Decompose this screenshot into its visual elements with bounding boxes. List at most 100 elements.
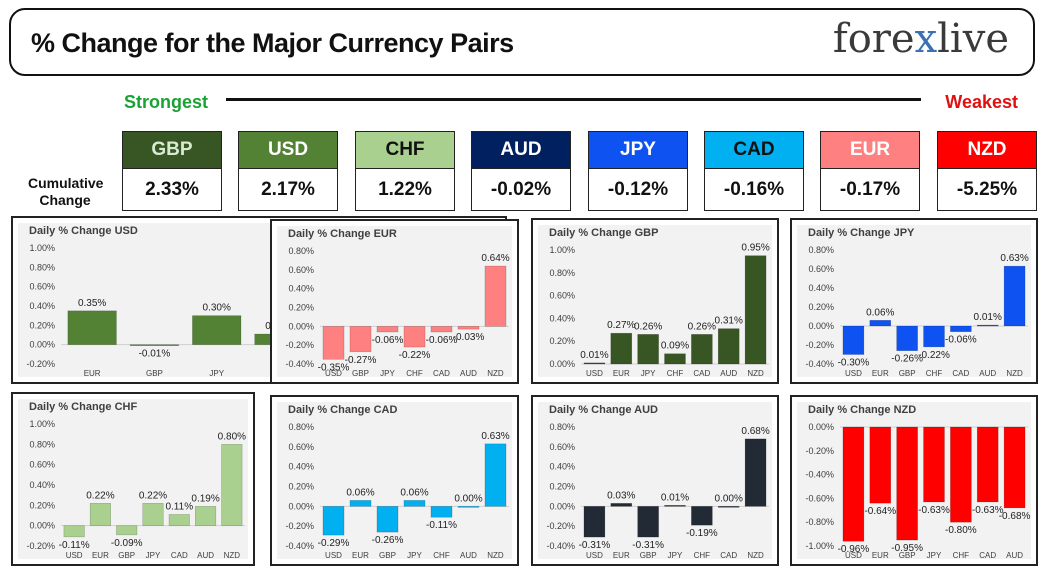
chart-title: Daily % Change CHF (29, 401, 138, 413)
category-label: CAD (433, 369, 450, 378)
bar-usd (842, 325, 865, 355)
category-label: JPY (927, 551, 942, 560)
currency-box-aud: AUD -0.02% (471, 131, 571, 211)
bar-nzd (744, 438, 767, 507)
data-label: -0.95% (891, 543, 923, 554)
data-label: 0.63% (481, 431, 509, 442)
bar-chf (403, 326, 426, 348)
y-tick-label: -0.80% (805, 517, 834, 527)
y-tick-label: 0.60% (808, 264, 834, 274)
chart-panel-nzd: 0.00% -0.20% -0.40% -0.60% -0.80% -1.00% -0.96… (790, 395, 1038, 566)
chart-title: Daily % Change JPY (808, 227, 915, 239)
bar-cad (950, 325, 972, 332)
category-label: CHF (953, 551, 970, 560)
bar-usd (322, 326, 345, 360)
category-label: JPY (407, 551, 422, 560)
category-label: CAD (720, 551, 737, 560)
data-label: 0.03% (607, 490, 635, 501)
bar-nzd (484, 443, 507, 507)
bar-gbp (896, 426, 918, 541)
bar-eur (610, 503, 633, 507)
data-label: -0.27% (345, 355, 377, 366)
bar-eur (67, 310, 117, 345)
data-label: 0.22% (86, 490, 114, 501)
data-label: -0.01% (139, 349, 171, 360)
bar-cad (168, 514, 190, 526)
data-label: 0.11% (165, 501, 193, 512)
data-label: -0.63% (918, 505, 950, 516)
category-label: AUD (720, 369, 737, 378)
y-tick-label: -0.60% (805, 493, 834, 503)
data-label: -0.03% (453, 332, 485, 343)
chart-panel-gbp: 1.00% 0.80% 0.60% 0.40% 0.20% 0.00% 0.01% USD 0.… (531, 218, 779, 384)
category-label: CHF (406, 369, 423, 378)
data-label: 0.00% (454, 493, 482, 504)
data-label: -0.22% (399, 350, 431, 361)
y-tick-label: 1.00% (29, 419, 55, 429)
y-tick-label: -0.20% (285, 521, 314, 531)
bar-chart: 0.80% 0.60% 0.40% 0.20% 0.00% -0.20% -0.40% -0.… (805, 245, 1028, 378)
y-tick-label: 0.40% (808, 283, 834, 293)
category-label: USD (586, 369, 603, 378)
currency-box-eur: EUR -0.17% (820, 131, 920, 211)
data-label: -0.31% (632, 540, 664, 551)
data-label: -0.30% (838, 358, 870, 369)
data-label: 0.63% (1000, 253, 1028, 264)
currency-box-jpy: JPY -0.12% (588, 131, 688, 211)
data-label: 0.01% (661, 492, 689, 503)
bar-gbp (637, 506, 659, 538)
bar-cad (976, 426, 999, 503)
y-tick-label: 0.00% (288, 321, 314, 331)
category-label: EUR (613, 369, 630, 378)
category-label: CAD (693, 369, 710, 378)
category-label: NZD (1006, 369, 1023, 378)
y-tick-label: -0.20% (805, 446, 834, 456)
data-label: 0.06% (346, 487, 374, 498)
bar-chf (923, 325, 945, 348)
y-tick-label: 0.40% (549, 462, 575, 472)
bar-eur (869, 426, 892, 504)
bar-usd (583, 362, 606, 365)
y-tick-label: 0.60% (549, 442, 575, 452)
data-label: 0.27% (607, 320, 635, 331)
cumulative-change-value: -0.12% (588, 169, 688, 211)
category-label: GBP (379, 551, 396, 560)
y-tick-label: 1.00% (29, 243, 55, 253)
bar-chart: 0.80% 0.60% 0.40% 0.20% 0.00% -0.20% -0.40% -0.… (285, 246, 509, 378)
chart-title: Daily % Change GBP (549, 227, 659, 239)
chart-title: Daily % Change AUD (549, 404, 659, 416)
bar-jpy (923, 426, 945, 503)
data-label: -0.19% (686, 528, 718, 539)
category-label: USD (586, 551, 603, 560)
category-label: GBP (899, 551, 916, 560)
category-label: NZD (747, 369, 764, 378)
category-label: NZD (487, 551, 504, 560)
y-tick-label: 0.20% (29, 320, 55, 330)
category-label: USD (66, 551, 83, 560)
cumulative-change-value: 1.22% (355, 169, 455, 211)
data-label: -0.29% (318, 538, 350, 549)
bar-jpy (142, 503, 164, 526)
data-label: -0.35% (318, 362, 350, 373)
cumulative-change-label: Cumulative Change (28, 175, 104, 208)
category-label: JPY (668, 551, 683, 560)
y-tick-label: 1.00% (549, 245, 575, 255)
bar-aud (457, 326, 480, 330)
y-tick-label: 0.40% (549, 313, 575, 323)
y-tick-label: -0.40% (805, 470, 834, 480)
data-label: -0.22% (918, 350, 950, 361)
chart-background (277, 402, 512, 559)
data-label: -0.64% (864, 506, 896, 517)
category-label: JPY (380, 369, 395, 378)
data-label: 0.06% (866, 307, 894, 318)
y-tick-label: -0.20% (805, 340, 834, 350)
chart-background (277, 226, 512, 377)
bar-gbp (896, 325, 918, 352)
y-tick-label: 0.80% (29, 262, 55, 272)
data-label: 0.30% (203, 303, 231, 314)
y-tick-label: 0.80% (288, 246, 314, 256)
y-tick-label: 0.00% (808, 422, 834, 432)
bar-aud (1003, 426, 1026, 509)
category-label: AUD (1006, 551, 1023, 560)
bar-gbp (129, 344, 180, 346)
